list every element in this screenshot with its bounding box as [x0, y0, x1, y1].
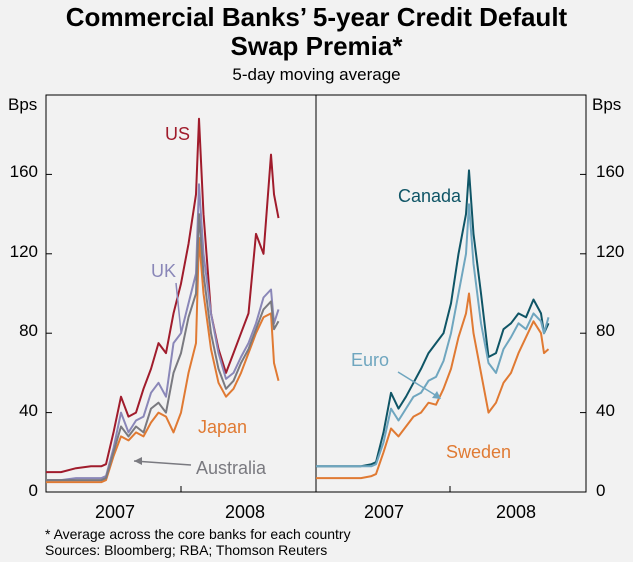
series-label-uk: UK	[151, 261, 176, 281]
arrowhead-australia	[134, 457, 142, 465]
footnote: * Average across the core banks for each…	[45, 526, 351, 542]
series-line-euro	[316, 204, 549, 466]
series-label-australia: Australia	[196, 458, 267, 478]
series-label-sweden: Sweden	[446, 442, 511, 462]
series-line-canada	[316, 170, 549, 466]
series-label-japan: Japan	[198, 417, 247, 437]
series-label-us: US	[165, 124, 190, 144]
series-label-canada: Canada	[398, 186, 462, 206]
series-label-euro: Euro	[351, 350, 389, 370]
arrow-australia	[134, 461, 191, 465]
sources-note: Sources: Bloomberg; RBA; Thomson Reuters	[45, 542, 327, 558]
